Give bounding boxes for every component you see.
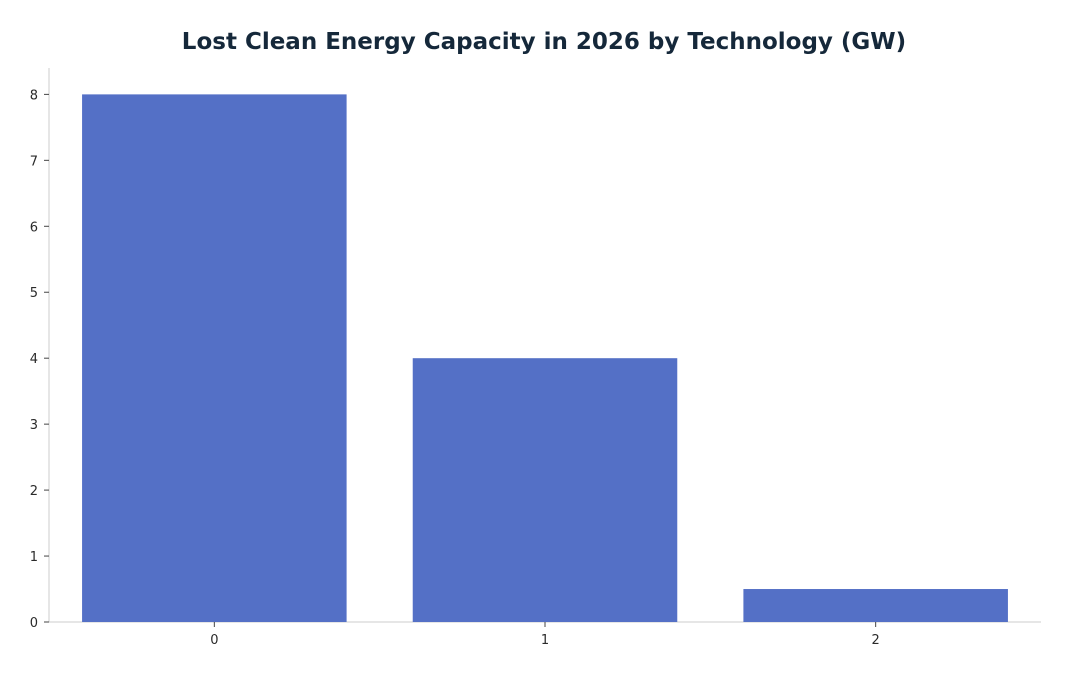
bars-group bbox=[82, 94, 1008, 622]
bar-1 bbox=[412, 358, 678, 622]
y-tick-label: 3 bbox=[30, 418, 38, 433]
y-tick-label: 0 bbox=[30, 616, 38, 631]
y-tick-label: 6 bbox=[30, 220, 38, 235]
chart-title: Lost Clean Energy Capacity in 2026 by Te… bbox=[182, 29, 906, 55]
y-axis: 0 1 2 3 4 5 6 7 8 bbox=[30, 68, 50, 631]
y-tick-label: 4 bbox=[30, 352, 38, 367]
x-tick-label: 2 bbox=[872, 633, 880, 648]
y-tick-label: 2 bbox=[30, 484, 38, 499]
bar-2 bbox=[743, 589, 1008, 622]
y-tick-label: 8 bbox=[30, 88, 38, 103]
y-tick-label: 5 bbox=[30, 286, 38, 301]
y-tick-label: 1 bbox=[30, 550, 38, 565]
y-tick-label: 7 bbox=[30, 154, 38, 169]
x-tick-label: 1 bbox=[541, 633, 549, 648]
x-tick-label: 0 bbox=[210, 633, 218, 648]
bar-0 bbox=[82, 94, 347, 622]
x-axis: 0 1 2 bbox=[49, 621, 1041, 648]
